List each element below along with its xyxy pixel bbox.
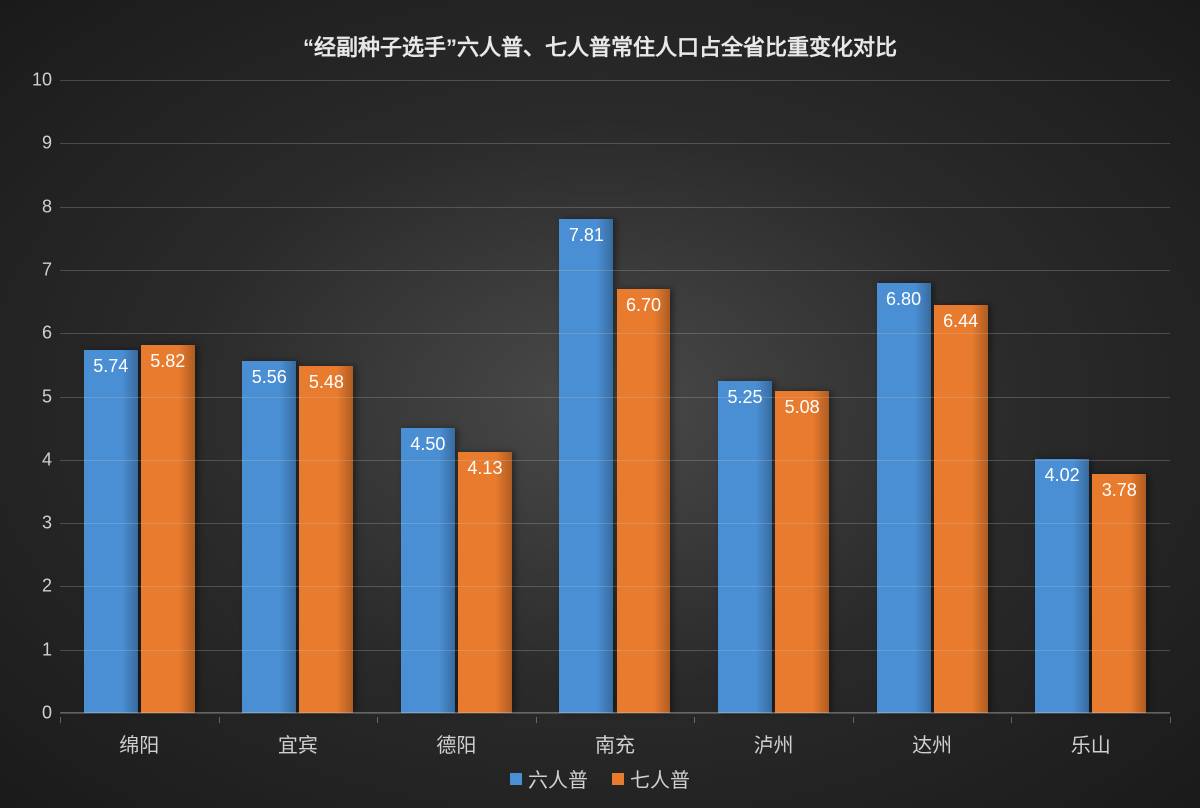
x-tick-label: 德阳 [436, 729, 476, 758]
bar-value-label: 5.74 [84, 356, 138, 377]
bar-value-label: 5.48 [299, 372, 353, 393]
bar: 6.80 [877, 283, 931, 713]
bar-value-label: 6.70 [617, 295, 671, 316]
bar-value-label: 5.08 [775, 397, 829, 418]
gridline [60, 650, 1170, 651]
y-tick-label: 9 [20, 133, 52, 154]
y-tick-label: 3 [20, 513, 52, 534]
x-tick-mark [1011, 717, 1012, 723]
bar-value-label: 6.44 [934, 311, 988, 332]
legend-item: 六人普 [510, 764, 588, 793]
y-tick-label: 8 [20, 196, 52, 217]
x-tick-mark [60, 717, 61, 723]
x-tick-mark [1170, 717, 1171, 723]
gridline [60, 333, 1170, 334]
chart-container: “经副种子选手”六人普、七人普常住人口占全省比重变化对比 5.745.82 5.5… [0, 0, 1200, 808]
bar-value-label: 3.78 [1092, 480, 1146, 501]
x-tick-label: 泸州 [754, 729, 794, 758]
bar: 5.48 [299, 366, 353, 713]
gridline [60, 143, 1170, 144]
y-tick-label: 5 [20, 386, 52, 407]
chart-title: “经副种子选手”六人普、七人普常住人口占全省比重变化对比 [30, 30, 1170, 62]
bar: 5.56 [242, 361, 296, 713]
gridline [60, 270, 1170, 271]
legend-label: 六人普 [528, 764, 588, 793]
x-tick-mark [853, 717, 854, 723]
x-tick-label: 乐山 [1071, 729, 1111, 758]
bar: 5.74 [84, 350, 138, 713]
gridline [60, 460, 1170, 461]
gridline [60, 586, 1170, 587]
y-tick-label: 4 [20, 449, 52, 470]
bar-value-label: 5.56 [242, 367, 296, 388]
bar: 3.78 [1092, 474, 1146, 713]
gridline [60, 713, 1170, 714]
x-tick-label: 达州 [912, 729, 952, 758]
bar: 7.81 [559, 219, 613, 713]
bar-value-label: 7.81 [559, 225, 613, 246]
bar: 4.13 [458, 452, 512, 713]
y-tick-label: 2 [20, 576, 52, 597]
legend-label: 七人普 [630, 764, 690, 793]
legend-item: 七人普 [612, 764, 690, 793]
bar: 5.82 [141, 345, 195, 713]
y-tick-label: 10 [20, 70, 52, 91]
x-tick-mark [536, 717, 537, 723]
y-tick-label: 1 [20, 639, 52, 660]
y-tick-label: 0 [20, 703, 52, 724]
gridline [60, 207, 1170, 208]
x-tick-mark [694, 717, 695, 723]
bar-value-label: 4.50 [401, 434, 455, 455]
legend-swatch [612, 773, 624, 785]
bar: 4.50 [401, 428, 455, 713]
gridline [60, 80, 1170, 81]
bar-value-label: 4.02 [1035, 465, 1089, 486]
legend: 六人普 七人普 [510, 764, 690, 793]
bar: 5.08 [775, 391, 829, 713]
x-tick-label: 南充 [595, 729, 635, 758]
x-tick-label: 绵阳 [119, 729, 159, 758]
y-tick-label: 7 [20, 259, 52, 280]
bar: 6.44 [934, 305, 988, 713]
bar: 5.25 [718, 381, 772, 713]
plot-area: 5.745.82 5.565.48 4.504.13 7.81 6.70 5.255.08… [60, 80, 1170, 713]
x-tick-label: 宜宾 [278, 729, 318, 758]
x-axis: 绵阳宜宾德阳南充泸州达州乐山 [60, 723, 1170, 753]
x-tick-mark [219, 717, 220, 723]
gridline [60, 523, 1170, 524]
bar-value-label: 5.82 [141, 351, 195, 372]
legend-swatch [510, 773, 522, 785]
gridline [60, 397, 1170, 398]
y-tick-label: 6 [20, 323, 52, 344]
bar-value-label: 6.80 [877, 289, 931, 310]
x-tick-mark [377, 717, 378, 723]
